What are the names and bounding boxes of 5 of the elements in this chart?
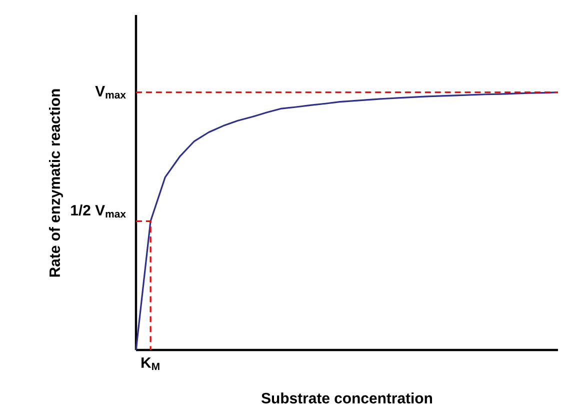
ref-line-label: 1/2 V$_{max}$ — [71, 204, 126, 218]
y-axis-title: Rate of enzymatic reaction — [49, 89, 63, 277]
x-axis-title: Substrate concentration — [262, 392, 432, 404]
ref-line-label: V$_{max}$ — [95, 86, 126, 99]
text: K$_{M}$ — [142, 358, 160, 370]
